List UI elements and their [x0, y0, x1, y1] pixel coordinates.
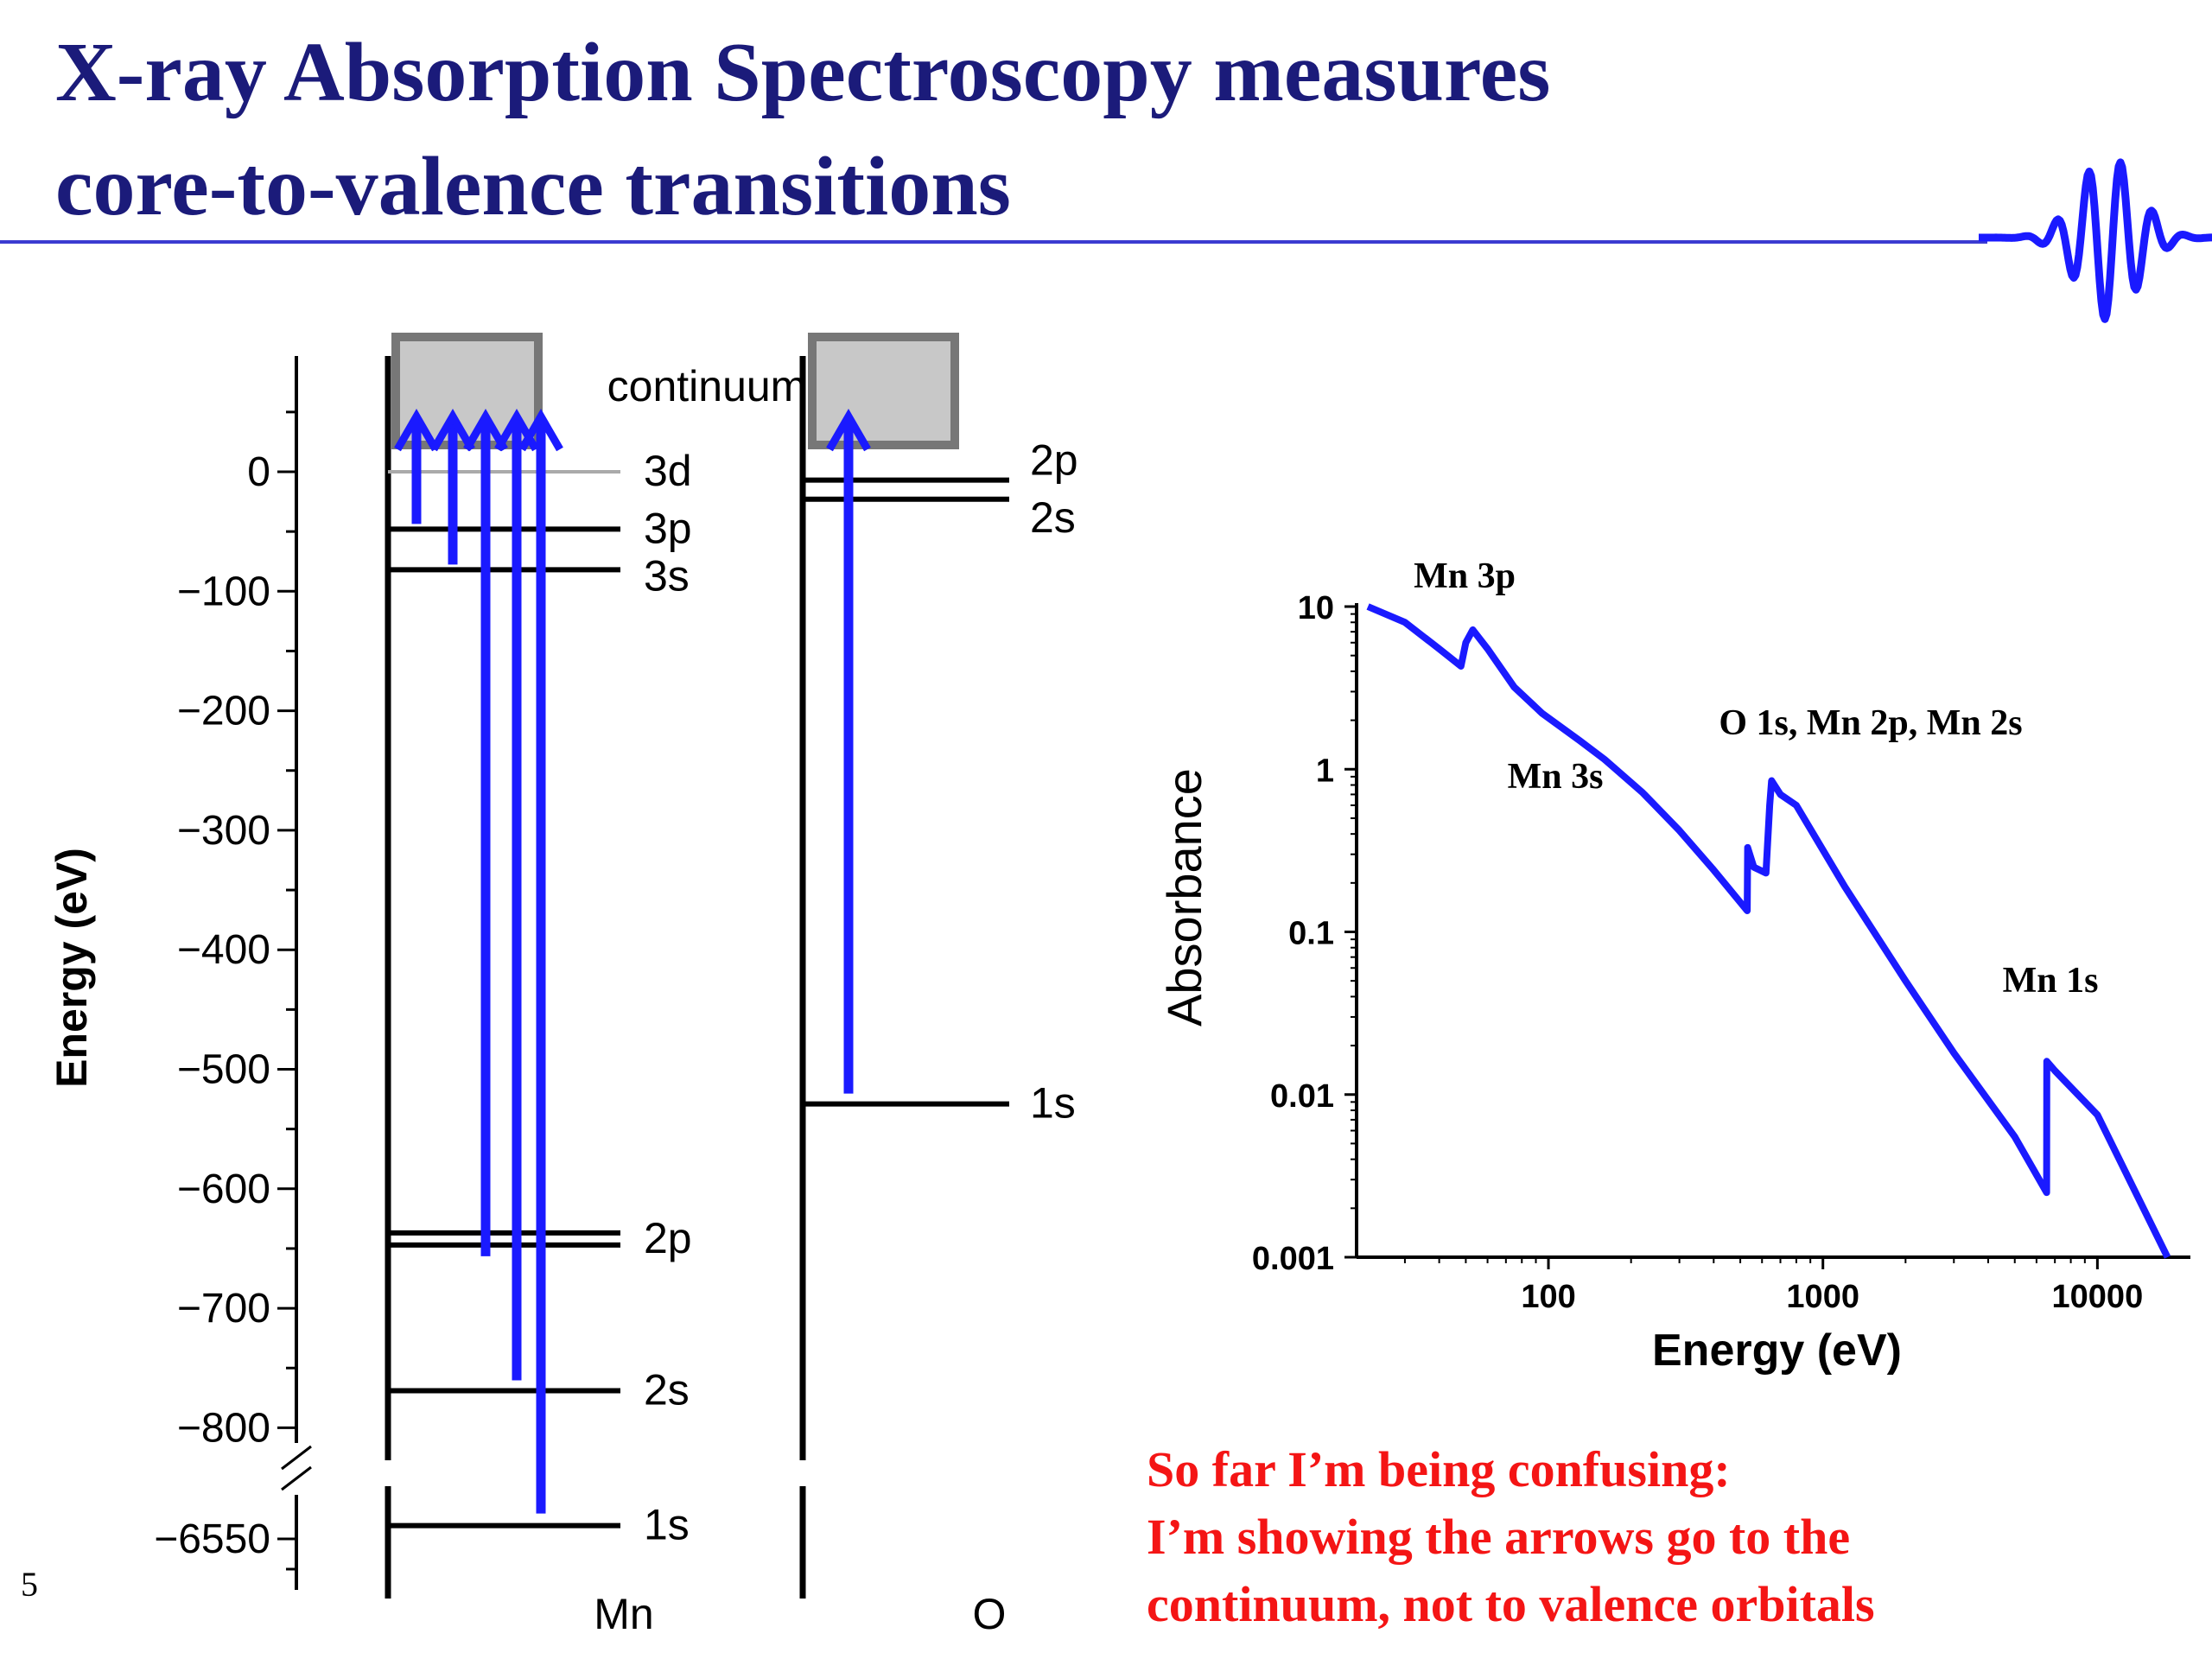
- spectrum-annotation: Mn 3p: [1414, 556, 1516, 596]
- y-tick-label: 0.001: [1252, 1241, 1334, 1277]
- speaker-note: So far I’m being confusing: I’m showing …: [1147, 1436, 1875, 1638]
- transition-arrowhead: [394, 409, 439, 452]
- absorbance-series-line: [1366, 603, 2171, 1259]
- energy-tick-label: −500: [177, 1047, 270, 1093]
- energy-tick-label: −300: [177, 808, 270, 854]
- energy-tick-label: −700: [177, 1286, 270, 1332]
- transition-arrowhead: [463, 409, 508, 452]
- y-tick-label: 1: [1316, 753, 1334, 789]
- spectrum-annotation: O 1s, Mn 2p, Mn 2s: [1719, 703, 2022, 743]
- y-tick-label: 0.1: [1288, 916, 1334, 952]
- energy-level-label: 2p: [644, 1214, 692, 1262]
- title-line-2: core-to-valence transitions: [55, 140, 1011, 233]
- x-tick-label: 1000: [1786, 1279, 1859, 1315]
- x-tick-label: 10000: [2052, 1279, 2144, 1315]
- spectrum-annotation: Mn 1s: [2003, 961, 2099, 1001]
- energy-level-label: 1s: [1030, 1079, 1076, 1128]
- energy-tick-label: −400: [177, 927, 270, 973]
- wave-packet-icon: [1979, 158, 2212, 323]
- note-line-1: So far I’m being confusing:: [1147, 1441, 1731, 1497]
- energy-level-label: 2s: [644, 1366, 690, 1414]
- slide-title: X-ray Absorption Spectroscopy measures c…: [55, 16, 1550, 244]
- title-divider: [0, 240, 1987, 244]
- axis-break-mark: [281, 1445, 312, 1471]
- energy-tick-label: −600: [177, 1166, 270, 1212]
- energy-level-label: 3s: [644, 551, 690, 600]
- absorbance-chart: 10 1 0.1 0.01 0.001 100 1000 10000 Energy (eV) Ab…: [1157, 556, 2190, 1376]
- energy-tick-label: −100: [177, 569, 270, 614]
- energy-level-label: 3d: [644, 447, 692, 495]
- energy-axis-label: Energy (eV): [48, 848, 96, 1088]
- note-line-3: continuum, not to valence orbitals: [1147, 1576, 1875, 1632]
- y-axis-label: Absorbance: [1157, 768, 1211, 1027]
- page-number: 5: [21, 1565, 38, 1604]
- x-axis-label: Energy (eV): [1652, 1325, 1902, 1376]
- energy-level-label: 3p: [644, 504, 692, 552]
- spectrum-annotation: Mn 3s: [1508, 757, 1604, 797]
- transition-arrowhead: [826, 409, 871, 452]
- energy-tick-label: −200: [177, 689, 270, 734]
- energy-level-label: 1s: [644, 1501, 690, 1549]
- energy-tick-label: −6550: [154, 1516, 270, 1562]
- transition-arrowhead: [430, 409, 475, 452]
- column-name-label: O: [973, 1590, 1007, 1638]
- continuum-box: [808, 333, 959, 449]
- energy-tick-label: −800: [177, 1405, 270, 1451]
- energy-level-diagram: 0 −100 −200 −300 −400 −500 −600 −700 −800 −6550 En…: [48, 333, 1078, 1638]
- note-line-2: I’m showing the arrows go to the: [1147, 1509, 1851, 1565]
- x-tick-label: 100: [1521, 1279, 1575, 1315]
- energy-level-label: 2s: [1030, 493, 1076, 542]
- title-line-1: X-ray Absorption Spectroscopy measures: [55, 26, 1551, 119]
- energy-level-label: 2p: [1030, 436, 1078, 485]
- axis-break-mark: [281, 1465, 312, 1491]
- y-tick-label: 10: [1298, 590, 1334, 626]
- column-name-label: Mn: [594, 1590, 653, 1638]
- wave-packet-path: [1979, 158, 2212, 323]
- continuum-label: continuum: [607, 362, 807, 410]
- y-tick-label: 0.01: [1270, 1078, 1334, 1115]
- transition-arrowhead: [518, 409, 563, 452]
- energy-tick-label: 0: [247, 449, 270, 495]
